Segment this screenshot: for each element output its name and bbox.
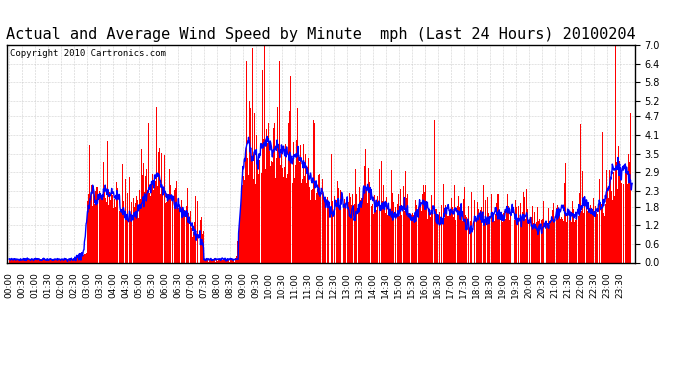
Text: Copyright 2010 Cartronics.com: Copyright 2010 Cartronics.com bbox=[10, 50, 166, 58]
Title: Actual and Average Wind Speed by Minute  mph (Last 24 Hours) 20100204: Actual and Average Wind Speed by Minute … bbox=[6, 27, 635, 42]
